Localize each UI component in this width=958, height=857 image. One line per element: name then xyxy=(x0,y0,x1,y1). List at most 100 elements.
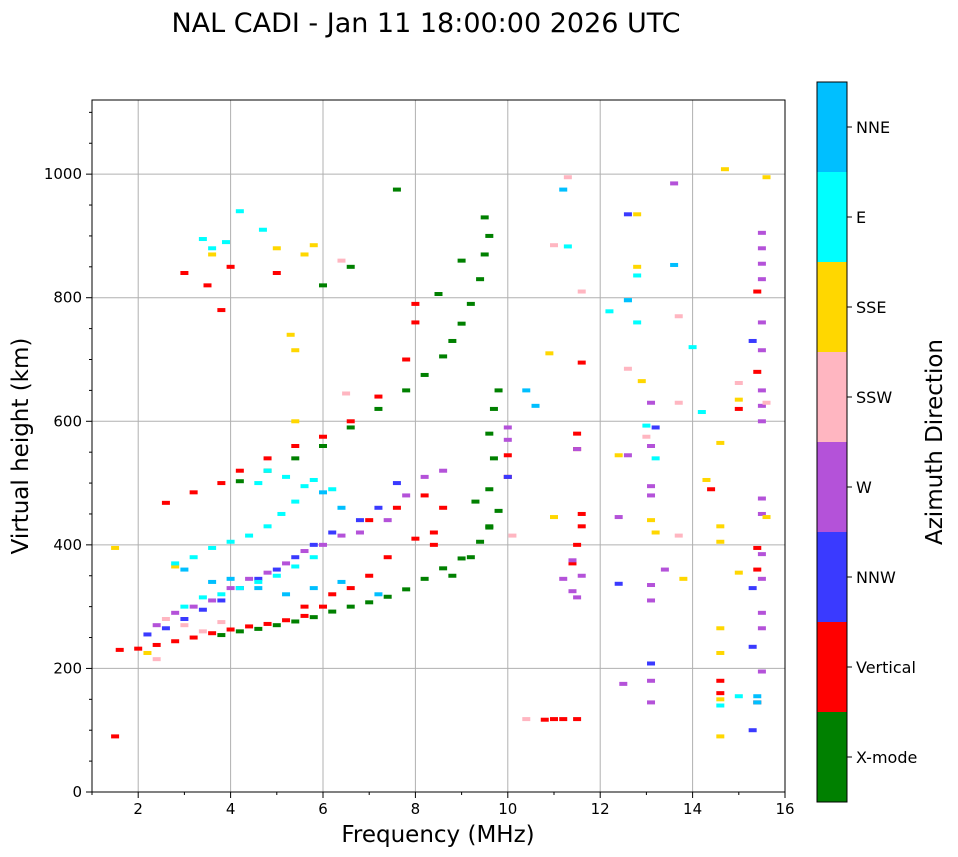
echo-point xyxy=(152,623,161,628)
echo-point xyxy=(245,533,254,538)
echo-point xyxy=(623,453,632,458)
colorbar-tick-label: Vertical xyxy=(856,658,916,677)
echo-point xyxy=(198,607,207,612)
echo-point xyxy=(291,348,300,353)
echo-point xyxy=(263,456,272,461)
echo-point xyxy=(337,258,346,263)
echo-point xyxy=(282,561,291,566)
y-tick-label: 1000 xyxy=(44,165,82,183)
echo-point xyxy=(198,595,207,600)
echo-point xyxy=(263,468,272,473)
echo-point xyxy=(716,524,725,529)
echo-point xyxy=(180,623,189,628)
echo-point xyxy=(309,615,318,620)
echo-point xyxy=(355,530,364,535)
echo-point xyxy=(577,573,586,578)
echo-marks xyxy=(111,167,771,739)
series-e xyxy=(171,209,743,708)
x-axis-label: Frequency (MHz) xyxy=(341,822,534,848)
echo-point xyxy=(531,403,540,408)
echo-point xyxy=(319,283,327,288)
echo-point xyxy=(522,388,531,393)
y-tick-label: 200 xyxy=(53,659,82,677)
echo-point xyxy=(757,496,766,501)
echo-point xyxy=(235,209,244,214)
colorbar-tick-label: NNW xyxy=(856,568,896,587)
echo-point xyxy=(383,555,392,560)
echo-point xyxy=(647,493,656,498)
echo-point xyxy=(171,561,180,566)
echo-point xyxy=(466,555,475,560)
echo-point xyxy=(272,246,281,251)
echo-point xyxy=(720,167,729,172)
echo-point xyxy=(573,447,582,452)
grid-lines xyxy=(92,100,785,792)
echo-point xyxy=(111,545,120,550)
echo-point xyxy=(577,289,586,294)
colorbar-segment xyxy=(817,172,847,262)
echo-point xyxy=(642,423,651,428)
plot-frame xyxy=(91,99,786,793)
echo-point xyxy=(670,262,679,267)
echo-point xyxy=(217,633,226,638)
echo-point xyxy=(226,586,235,591)
echo-point xyxy=(568,589,577,594)
echo-point xyxy=(559,717,568,722)
echo-point xyxy=(508,533,517,538)
x-tick-label: 16 xyxy=(775,800,794,818)
echo-point xyxy=(291,456,300,461)
echo-point xyxy=(485,524,494,529)
echo-point xyxy=(494,388,503,393)
echo-point xyxy=(753,289,762,294)
echo-point xyxy=(328,487,337,492)
echo-point xyxy=(180,617,189,621)
echo-point xyxy=(392,505,401,510)
echo-point xyxy=(152,642,161,647)
echo-point xyxy=(716,703,725,708)
echo-point xyxy=(189,604,198,609)
echo-point xyxy=(319,434,327,439)
echo-point xyxy=(346,419,355,424)
echo-point xyxy=(263,621,272,626)
echo-point xyxy=(550,717,558,722)
echo-point xyxy=(337,533,346,538)
echo-point xyxy=(757,419,766,424)
echo-point xyxy=(272,623,281,628)
colorbar-tick-label: NNE xyxy=(856,118,890,137)
echo-point xyxy=(439,468,448,473)
echo-point xyxy=(319,542,327,547)
echo-point xyxy=(757,348,766,353)
echo-point xyxy=(272,573,281,578)
echo-point xyxy=(753,567,762,572)
echo-point xyxy=(494,508,503,513)
echo-point xyxy=(263,570,272,575)
x-tick-label: 4 xyxy=(226,800,236,818)
echo-point xyxy=(217,598,226,603)
echo-point xyxy=(716,678,725,683)
echo-point xyxy=(734,694,743,699)
echo-point xyxy=(226,264,235,269)
echo-point xyxy=(208,631,217,636)
echo-point xyxy=(319,490,327,495)
echo-point xyxy=(402,357,411,362)
echo-point xyxy=(411,536,420,541)
echo-point xyxy=(748,338,757,343)
series-x-mode xyxy=(217,187,503,638)
y-tick-label: 600 xyxy=(53,412,82,430)
colorbar-segment xyxy=(817,622,847,712)
colorbar-segment xyxy=(817,82,847,172)
echo-point xyxy=(716,691,725,696)
echo-point xyxy=(707,487,716,492)
echo-point xyxy=(651,456,660,461)
echo-point xyxy=(757,388,766,393)
echo-point xyxy=(674,533,683,538)
echo-point xyxy=(559,576,568,581)
echo-point xyxy=(563,175,572,180)
echo-point xyxy=(402,493,411,498)
echo-point xyxy=(734,397,743,402)
echo-point xyxy=(647,598,656,603)
echo-point xyxy=(365,573,374,578)
echo-point xyxy=(647,484,656,489)
echo-point xyxy=(309,555,318,560)
x-axis: 2 4 6 8 10 12 14 16 xyxy=(91,792,795,818)
